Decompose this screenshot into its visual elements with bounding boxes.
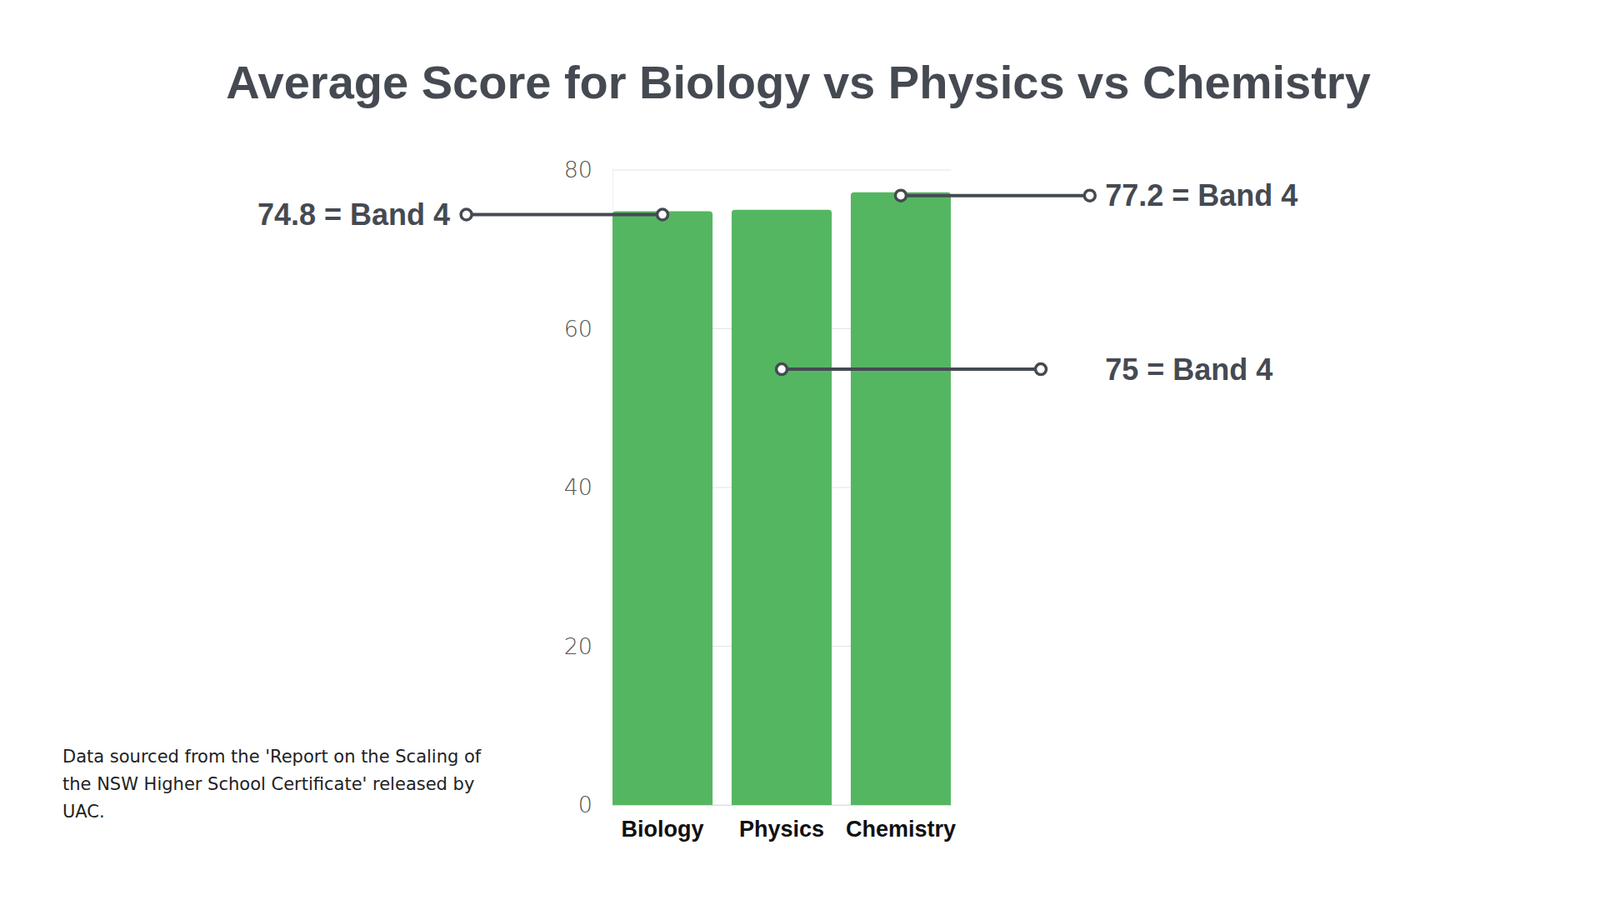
y-tick-label: 60 bbox=[564, 315, 593, 342]
connector-dot bbox=[460, 209, 472, 220]
connector-dot bbox=[657, 209, 669, 220]
data-labels: 74.8 = Band 4 75 = Band 4 77.2 = Band 4 bbox=[257, 178, 1298, 386]
grid bbox=[612, 170, 951, 805]
x-tick: Chemistry bbox=[845, 805, 956, 842]
y-tick-label: 20 bbox=[564, 633, 593, 660]
y-tick: 80 bbox=[564, 156, 613, 183]
grid-line bbox=[612, 170, 951, 171]
connector-dot bbox=[1084, 190, 1095, 201]
connector-dot bbox=[776, 364, 788, 375]
y-tick: 20 bbox=[564, 633, 613, 660]
bar bbox=[850, 192, 951, 805]
connector bbox=[781, 367, 1041, 371]
data-label: 77.2 = Band 4 bbox=[1105, 178, 1298, 213]
connector-dot bbox=[1035, 364, 1046, 375]
data-label: 74.8 = Band 4 bbox=[257, 197, 450, 232]
x-tick-label: Biology bbox=[621, 816, 705, 842]
connector bbox=[900, 194, 1090, 198]
y-tick-label: 0 bbox=[578, 791, 593, 818]
y-tick: 60 bbox=[564, 315, 613, 342]
bar bbox=[612, 211, 713, 805]
y-tick-label: 40 bbox=[564, 474, 593, 500]
y-axis: 0 20 40 60 80 bbox=[564, 156, 614, 818]
x-tick: Biology bbox=[621, 805, 705, 842]
data-label: 75 = Band 4 bbox=[1105, 352, 1273, 387]
x-tick-label: Physics bbox=[739, 816, 825, 842]
x-tick: Physics bbox=[739, 805, 825, 842]
bar bbox=[731, 210, 832, 805]
y-tick: 0 bbox=[578, 791, 613, 818]
x-axis: Biology Physics Chemistry bbox=[613, 805, 956, 842]
title: Average Score for Biology vs Physics vs … bbox=[225, 55, 1371, 109]
bars bbox=[612, 192, 951, 805]
x-axis-line bbox=[613, 805, 952, 806]
x-tick-label: Chemistry bbox=[845, 816, 956, 842]
source-note: Data sourced from the 'Report on the Sca… bbox=[62, 743, 496, 826]
y-tick-label: 80 bbox=[564, 156, 593, 183]
y-tick: 40 bbox=[564, 474, 613, 500]
connector-dot bbox=[895, 190, 906, 201]
connector bbox=[466, 213, 663, 217]
